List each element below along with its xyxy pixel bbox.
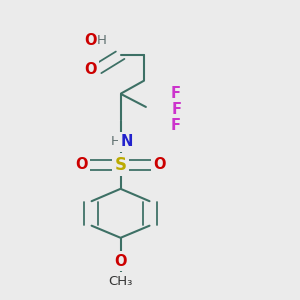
Text: H: H <box>97 34 106 47</box>
Text: F: F <box>170 86 180 101</box>
Text: O: O <box>154 157 166 172</box>
Text: F: F <box>170 118 180 134</box>
Text: CH₃: CH₃ <box>108 275 133 288</box>
Text: O: O <box>84 62 97 77</box>
Text: O: O <box>75 157 87 172</box>
Text: S: S <box>115 156 127 174</box>
Text: O: O <box>114 254 127 268</box>
Text: N: N <box>121 134 133 149</box>
Text: F: F <box>172 102 182 117</box>
Text: O: O <box>84 33 97 48</box>
Text: H: H <box>111 136 121 148</box>
